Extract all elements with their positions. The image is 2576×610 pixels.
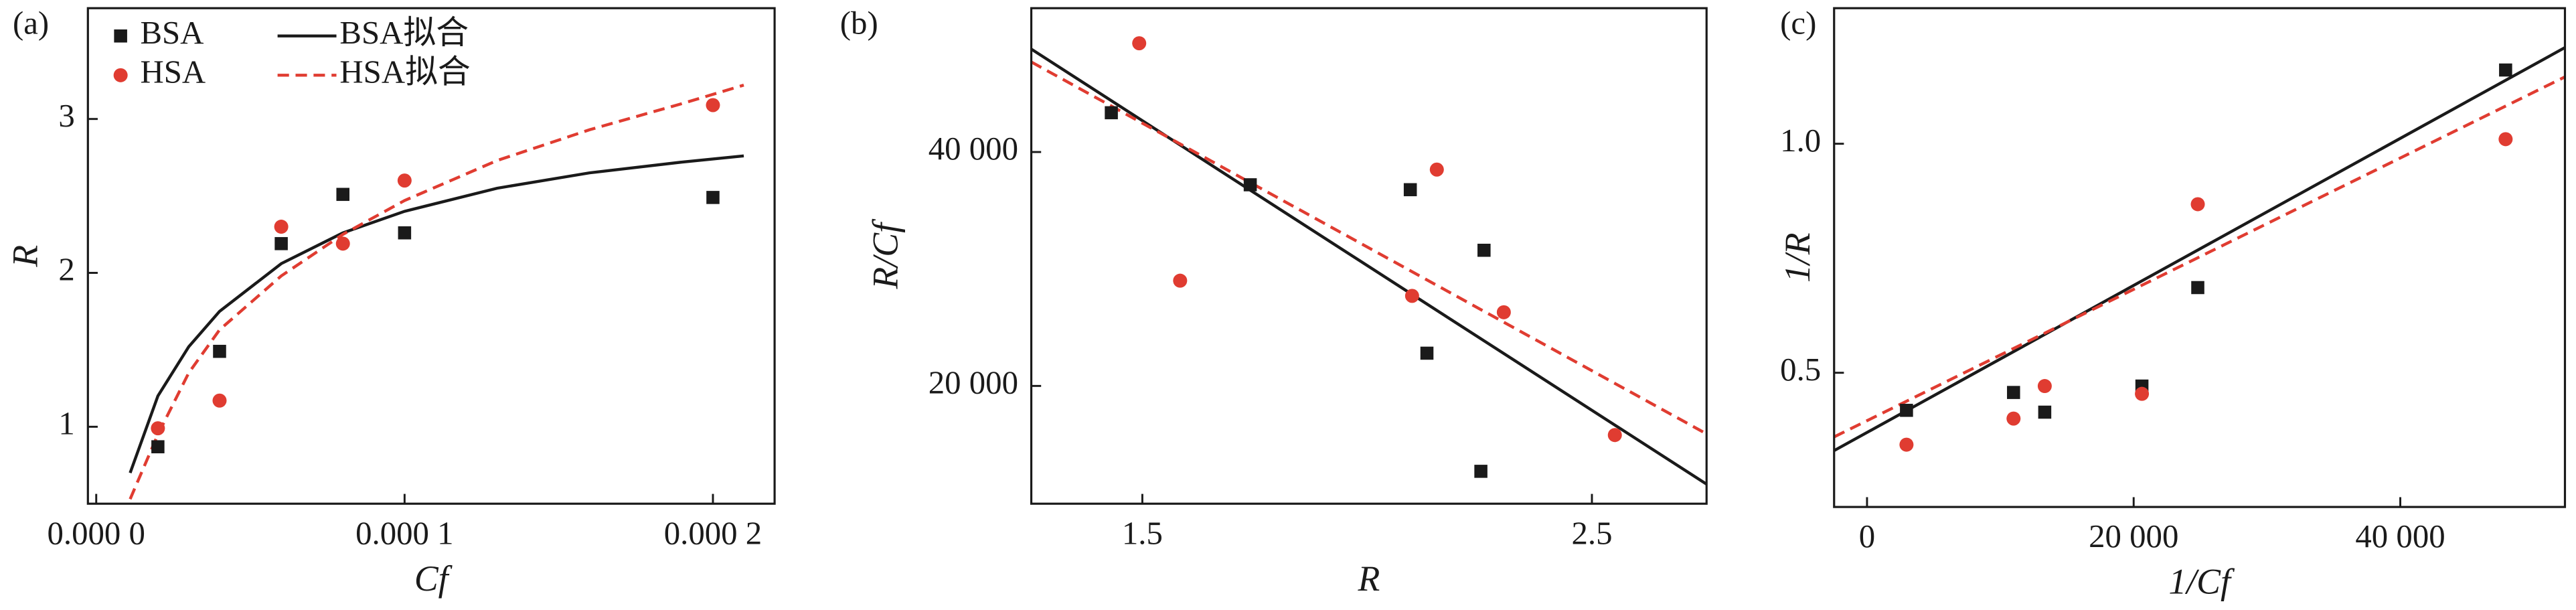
plot-frame (1030, 7, 1708, 505)
x-axis-label: 1/Cf (2168, 562, 2235, 602)
marker (113, 68, 128, 82)
legend-label: HSA拟合 (339, 54, 470, 90)
marker (706, 191, 720, 204)
marker (706, 98, 720, 112)
fit-line (129, 154, 744, 474)
y-axis-label: 1/R (1777, 232, 1818, 283)
marker (114, 29, 127, 43)
plot-area (1031, 48, 1707, 485)
plot-area (129, 84, 744, 500)
marker (212, 393, 227, 408)
x-tick-label: 0.000 2 (664, 514, 762, 551)
marker (1105, 106, 1118, 120)
marker (1243, 178, 1257, 192)
marker (151, 421, 165, 436)
marker (2499, 63, 2512, 77)
plot-area (1834, 46, 2565, 452)
x-tick-label: 20 000 (2089, 518, 2178, 554)
x-tick-label: 40 000 (2355, 518, 2445, 554)
fit-line (1031, 48, 1707, 485)
marker (2006, 411, 2021, 426)
panel-label: (c) (1780, 4, 1816, 41)
marker (1173, 273, 1188, 288)
x-tick-label: 0.000 0 (48, 514, 145, 551)
marker (2037, 379, 2052, 394)
marker (398, 226, 412, 240)
marker (1474, 465, 1487, 478)
plot-frame (1833, 7, 2567, 508)
marker (151, 440, 165, 453)
x-tick-label: 1.5 (1122, 514, 1163, 551)
marker (1607, 428, 1622, 443)
y-tick-label: 1 (58, 405, 74, 442)
marker (2007, 386, 2020, 399)
marker (336, 187, 350, 202)
legend-label: HSA (140, 54, 206, 90)
marker (274, 237, 288, 250)
marker (1132, 36, 1147, 51)
marker (1420, 346, 1434, 360)
x-axis-label: R (1357, 558, 1380, 599)
plot-frame (86, 7, 776, 505)
y-tick-label: 40 000 (929, 130, 1018, 167)
x-tick-label: 2.5 (1571, 514, 1612, 551)
marker (2038, 405, 2052, 419)
fit-line (129, 84, 744, 500)
marker (2191, 281, 2204, 295)
marker (1429, 162, 1444, 177)
marker (213, 344, 226, 358)
y-tick-label: 2 (58, 251, 74, 288)
legend-label: BSA拟合 (339, 14, 469, 51)
marker (1496, 305, 1511, 319)
marker (1900, 404, 1913, 417)
marker (1404, 289, 1419, 303)
y-tick-label: 0.5 (1780, 351, 1821, 388)
marker (397, 173, 412, 188)
y-tick-label: 3 (58, 97, 74, 134)
marker (274, 220, 289, 234)
y-tick-label: 20 000 (929, 364, 1018, 401)
x-tick-label: 0.000 1 (355, 514, 453, 551)
y-tick-label: 1.0 (1780, 122, 1821, 159)
marker (2498, 132, 2513, 147)
y-axis-label: R/Cf (865, 218, 905, 290)
legend-label: BSA (140, 14, 204, 51)
x-tick-label: 0 (1859, 518, 1875, 554)
y-axis-label: R (5, 245, 46, 268)
fit-line (1834, 46, 2565, 452)
marker (1899, 437, 1914, 452)
marker (2135, 386, 2150, 401)
fit-line (1834, 75, 2565, 439)
panel-label: (a) (13, 4, 49, 41)
fit-line (1031, 60, 1707, 435)
marker (1477, 243, 1491, 257)
marker (335, 236, 350, 251)
marker (1403, 183, 1417, 197)
marker (2190, 197, 2205, 212)
panel-label: (b) (840, 4, 878, 41)
x-axis-label: Cf (414, 558, 453, 599)
